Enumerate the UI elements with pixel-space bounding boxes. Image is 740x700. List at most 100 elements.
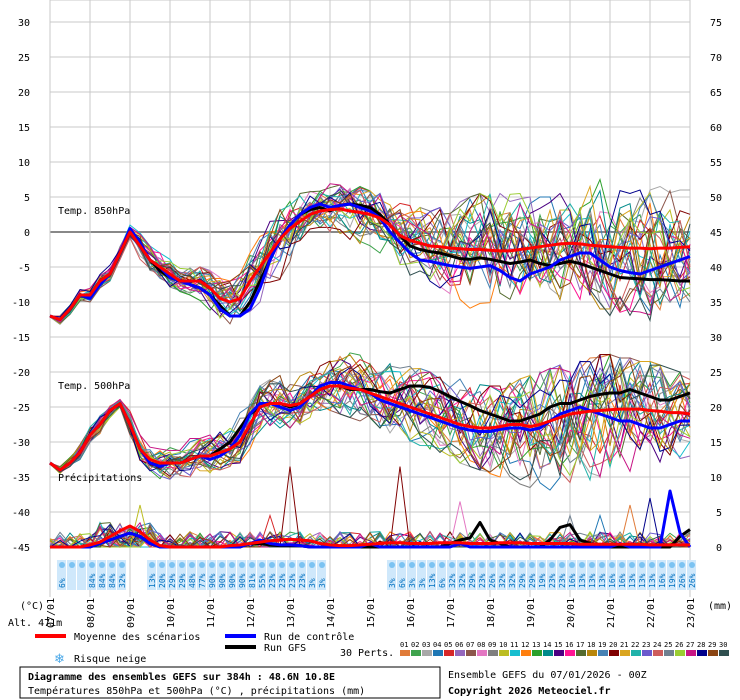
x-tick-label: 13/01 <box>286 598 297 628</box>
member-swatch <box>455 650 465 656</box>
snow-first-dot <box>89 562 95 568</box>
right-tick-label: 30 <box>710 333 722 344</box>
member-id-label: 14 <box>543 641 551 649</box>
legend-mean-label: Moyenne des scénarios <box>74 631 200 643</box>
snow-third-value: 13% <box>428 573 437 588</box>
member-id-label: 22 <box>631 641 639 649</box>
left-tick-label: -35 <box>12 473 30 484</box>
snow-third-cell <box>577 560 586 590</box>
snow-second-dot <box>169 562 175 568</box>
snow-first-cell <box>77 560 86 590</box>
snow-third-dot <box>689 562 695 568</box>
x-tick-label: 08/01 <box>86 598 97 628</box>
snow-third-value: 13% <box>588 573 597 588</box>
snow-second-value: 23% <box>268 573 277 588</box>
snow-third-dot <box>539 562 545 568</box>
snow-second-cell <box>167 560 176 590</box>
snow-third-cell <box>597 560 606 590</box>
snow-first-dot <box>109 562 115 568</box>
snow-third-value: 13% <box>578 573 587 588</box>
member-swatch <box>422 650 432 656</box>
snow-second-cell <box>237 560 246 590</box>
snow-third-cell <box>507 560 516 590</box>
right-tick-label: 0 <box>716 543 722 554</box>
right-tick-label: 50 <box>710 193 722 204</box>
snow-third-dot <box>509 562 515 568</box>
snow-third-value: 13% <box>628 573 637 588</box>
legend-snow-label: Risque neige <box>74 654 146 665</box>
snow-second-dot <box>239 562 245 568</box>
snow-third-cell <box>647 560 656 590</box>
member-id-label: 10 <box>499 641 507 649</box>
snow-second-value: 55% <box>258 573 267 588</box>
snow-third-value: 26% <box>688 573 697 588</box>
member-swatch <box>466 650 476 656</box>
snow-second-cell <box>287 560 296 590</box>
member-id-label: 20 <box>609 641 617 649</box>
snow-second-dot <box>229 562 235 568</box>
snow-third-dot <box>489 562 495 568</box>
snow-third-dot <box>679 562 685 568</box>
snow-second-value: 90% <box>208 573 217 588</box>
left-tick-label: -40 <box>12 508 30 519</box>
snow-third-dot <box>569 562 575 568</box>
snow-third-value: 26% <box>678 573 687 588</box>
right-tick-label: 40 <box>710 263 722 274</box>
left-tick-label: -45 <box>12 543 30 554</box>
x-tick-label: 18/01 <box>486 598 497 628</box>
member-id-label: 27 <box>686 641 694 649</box>
snow-third-dot <box>559 562 565 568</box>
member-swatch <box>411 650 421 656</box>
snow-third-dot <box>409 562 415 568</box>
member-swatch <box>521 650 531 656</box>
snow-third-cell <box>657 560 666 590</box>
member-id-label: 23 <box>642 641 650 649</box>
snow-third-dot <box>469 562 475 568</box>
snow-second-dot <box>209 562 215 568</box>
snow-third-value: 16% <box>608 573 617 588</box>
t850-gfs-line <box>49 202 690 321</box>
precip-peak-line <box>279 466 301 548</box>
snow-third-dot <box>429 562 435 568</box>
left-tick-label: 5 <box>24 193 30 204</box>
snow-second-cell <box>307 560 316 590</box>
x-tick-label: 11/01 <box>206 598 217 628</box>
snow-third-cell <box>457 560 466 590</box>
snow-third-cell <box>437 560 446 590</box>
snow-third-value: 16% <box>658 573 667 588</box>
snow-third-dot <box>599 562 605 568</box>
member-id-label: 17 <box>576 641 584 649</box>
t850-member-11-line <box>50 212 691 317</box>
member-id-label: 04 <box>433 641 441 649</box>
snow-second-dot <box>259 562 265 568</box>
snow-first-cell <box>57 560 66 590</box>
snow-third-value: 32% <box>448 573 457 588</box>
run-info: Ensemble GEFS du 07/01/2026 - 00Z <box>448 670 647 681</box>
member-id-label: 29 <box>708 641 716 649</box>
snow-second-cell <box>227 560 236 590</box>
snow-third-dot <box>619 562 625 568</box>
member-id-label: 16 <box>565 641 573 649</box>
snow-second-dot <box>269 562 275 568</box>
snow-third-cell <box>417 560 426 590</box>
snow-third-value: 29% <box>528 573 537 588</box>
snow-third-cell <box>587 560 596 590</box>
snow-third-cell <box>617 560 626 590</box>
snow-second-value: 29% <box>168 573 177 588</box>
member-swatch <box>686 650 696 656</box>
precip-peak-line <box>389 466 411 548</box>
snow-second-value: 48% <box>188 573 197 588</box>
member-id-label: 03 <box>422 641 430 649</box>
snow-first-dot <box>79 562 85 568</box>
snow-third-value: 19% <box>538 573 547 588</box>
t850-member-25-line <box>49 196 691 320</box>
right-unit: (mm) <box>708 601 732 612</box>
x-tick-label: 23/01 <box>686 598 697 628</box>
member-id-label: 21 <box>620 641 628 649</box>
left-tick-label: -25 <box>12 403 30 414</box>
t500-member-23-line <box>49 360 691 480</box>
right-tick-label: 45 <box>710 228 722 239</box>
snow-third-cell <box>487 560 496 590</box>
snow-third-cell <box>667 560 676 590</box>
